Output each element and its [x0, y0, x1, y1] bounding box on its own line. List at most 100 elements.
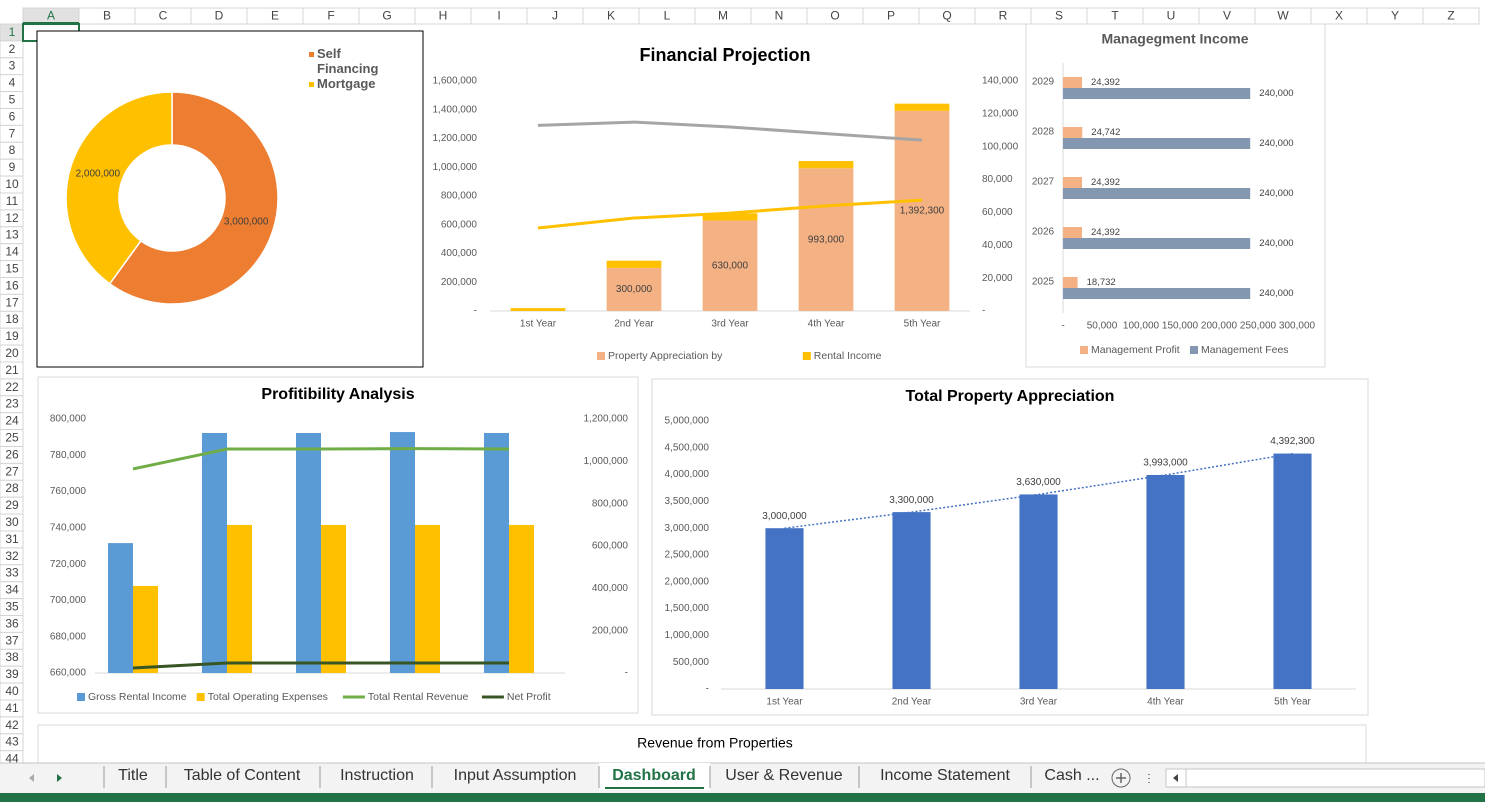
row-header: 15: [5, 261, 19, 275]
column-header: D: [215, 9, 224, 23]
x-tick-label: 150,000: [1162, 321, 1199, 332]
y-tick-label: 660,000: [50, 668, 87, 679]
doughnut-slice: [108, 91, 279, 305]
row-header: 5: [9, 92, 16, 106]
y2-tick-label: 80,000: [982, 174, 1013, 185]
row-header: 17: [5, 295, 19, 309]
bar: [483, 432, 509, 673]
x-tick-label: 5th Year: [904, 319, 941, 330]
column-header: R: [999, 9, 1008, 23]
column-header: M: [718, 9, 728, 23]
column-header: I: [497, 9, 500, 23]
column-header: G: [382, 9, 391, 23]
legend-swatch: [196, 693, 205, 701]
row-header: 31: [5, 532, 19, 546]
legend-label: Net Profit: [507, 691, 551, 703]
bar: [1063, 277, 1078, 288]
column-header: P: [887, 9, 895, 23]
row-header: 18: [5, 312, 19, 326]
row-header: 12: [5, 211, 19, 225]
row-header: 42: [5, 718, 19, 732]
data-label: 3,000,000: [224, 217, 269, 228]
y-tick-label: 2028: [1032, 127, 1055, 138]
bar: [321, 524, 347, 673]
scroll-right-button[interactable]: [57, 774, 62, 782]
legend-swatch: [77, 693, 85, 701]
bar: [1063, 88, 1251, 99]
row-header: 10: [5, 177, 19, 191]
legend-swatch: [1190, 346, 1198, 354]
column-header: Y: [1391, 9, 1399, 23]
row-header: 9: [9, 160, 16, 174]
row-header: 29: [5, 498, 19, 512]
data-label: 3,993,000: [1143, 458, 1188, 469]
y-tick-label: 800,000: [441, 191, 478, 202]
row-header: 30: [5, 515, 19, 529]
legend-label: Management Fees: [1201, 344, 1289, 356]
x-tick-label: 1st Year: [520, 319, 557, 330]
sheet-tab[interactable]: Table of Content: [184, 767, 301, 784]
bar: [1063, 227, 1083, 238]
x-tick-label: 2nd Year: [892, 697, 932, 708]
legend-label: Self Financing: [317, 46, 378, 76]
sheet-tab[interactable]: User & Revenue: [725, 767, 842, 784]
legend-label: Property Appreciation by: [608, 350, 723, 362]
column-header: H: [439, 9, 448, 23]
y-tick-label: 400,000: [441, 248, 478, 259]
row-header: 27: [5, 464, 19, 478]
row-header: 43: [5, 735, 19, 749]
data-label: 4,392,300: [1270, 436, 1315, 447]
bar: [1063, 188, 1251, 199]
y2-tick-label: 1,200,000: [584, 414, 629, 425]
column-header: Z: [1447, 9, 1454, 23]
y-tick-label: 2,000,000: [665, 576, 710, 587]
bar: [201, 432, 227, 673]
y-tick-label: 4,500,000: [665, 442, 710, 453]
row-header: 39: [5, 667, 19, 681]
bar: [702, 220, 758, 311]
y2-tick-label: 120,000: [982, 108, 1019, 119]
x-tick-label: 200,000: [1201, 321, 1238, 332]
y-tick-label: 1,600,000: [433, 76, 478, 87]
add-sheet-icon: [1116, 773, 1126, 783]
status-bar: [0, 793, 1485, 802]
add-sheet-button[interactable]: [1111, 768, 1131, 788]
y-tick-label: 720,000: [50, 559, 87, 570]
sheet-tab[interactable]: Input Assumption: [454, 767, 577, 784]
y-tick-label: 800,000: [50, 414, 87, 425]
y2-tick-label: 60,000: [982, 207, 1013, 218]
row-header: 34: [5, 583, 19, 597]
sheet-tab[interactable]: Instruction: [340, 767, 414, 784]
sheet-tab[interactable]: Income Statement: [880, 767, 1010, 784]
bar: [133, 585, 159, 673]
sheet-tab[interactable]: Title: [118, 767, 148, 784]
line-series: [132, 661, 509, 670]
y-tick-label: 740,000: [50, 522, 87, 533]
data-label: 24,392: [1091, 77, 1120, 88]
bar: [227, 524, 253, 673]
column-header: U: [1167, 9, 1176, 23]
row-header: 4: [9, 76, 16, 90]
bar: [798, 168, 854, 311]
scrollbar-left-arrow[interactable]: [1173, 774, 1178, 782]
horizontal-scrollbar[interactable]: [1165, 768, 1485, 788]
line-series: [537, 120, 923, 142]
x-tick-label: 100,000: [1123, 321, 1160, 332]
data-label: 3,630,000: [1016, 477, 1061, 488]
y-tick-label: -: [474, 306, 477, 317]
sheet-tab[interactable]: Dashboard: [612, 767, 696, 784]
column-header: E: [271, 9, 279, 23]
chart-title: Profitibility Analysis: [261, 386, 414, 403]
row-header: 16: [5, 278, 19, 292]
y-tick-label: 5,000,000: [665, 416, 710, 427]
scroll-left-button[interactable]: [29, 774, 34, 782]
data-label: 240,000: [1259, 188, 1293, 199]
bar: [702, 213, 758, 221]
row-header: 22: [5, 380, 19, 394]
legend-label: Rental Income: [814, 350, 882, 362]
row-header: 11: [6, 194, 19, 208]
sheet-tab[interactable]: Cash ...: [1044, 767, 1099, 784]
bar: [606, 267, 662, 311]
bar: [1063, 288, 1251, 299]
row-header: 14: [5, 245, 19, 259]
